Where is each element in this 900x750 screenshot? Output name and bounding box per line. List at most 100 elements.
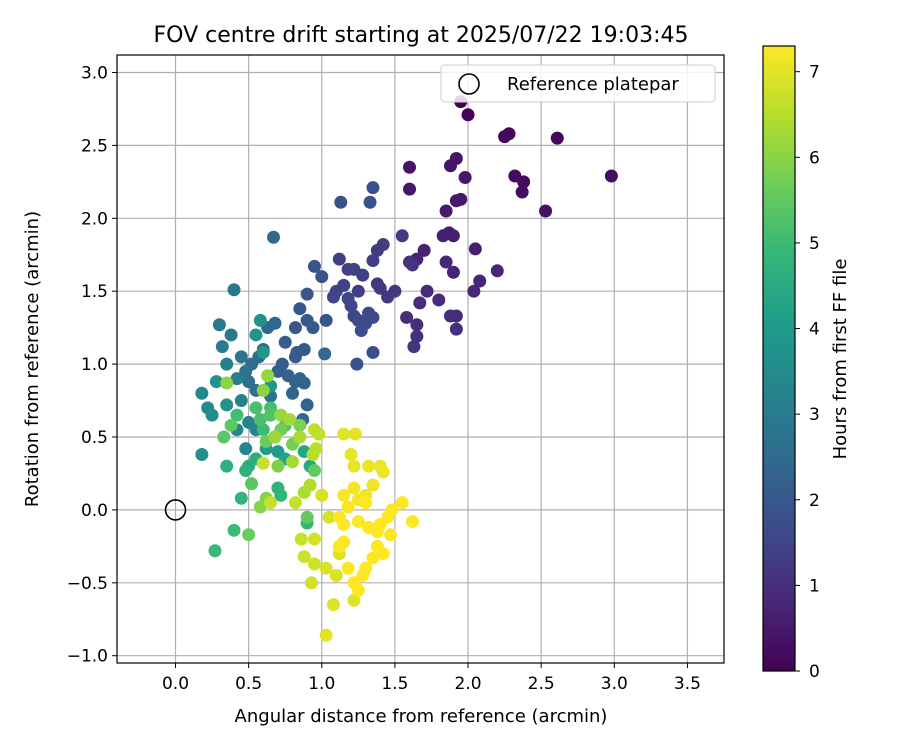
- data-point: [405, 515, 419, 529]
- data-point: [376, 238, 390, 252]
- data-point: [417, 243, 431, 257]
- y-tick-label: 1.5: [81, 282, 108, 302]
- data-point: [432, 293, 446, 307]
- data-point: [449, 322, 463, 336]
- data-point: [234, 491, 248, 505]
- data-point: [217, 430, 231, 444]
- x-tick-label: 0.5: [235, 674, 262, 694]
- data-point: [209, 375, 223, 389]
- data-point: [268, 430, 282, 444]
- data-point: [366, 345, 380, 359]
- data-point: [439, 204, 453, 218]
- data-point: [288, 496, 302, 510]
- x-tick-label: 2.0: [455, 674, 482, 694]
- data-point: [278, 335, 292, 349]
- data-point: [385, 503, 399, 517]
- data-point: [239, 442, 253, 456]
- data-point: [502, 127, 516, 141]
- y-tick-label: 2.5: [81, 136, 108, 156]
- data-point: [370, 539, 384, 553]
- data-point: [256, 383, 270, 397]
- data-point: [220, 459, 234, 473]
- colorbar-tick-label: 5: [809, 234, 820, 254]
- data-point: [288, 321, 302, 335]
- data-point: [224, 418, 238, 432]
- data-point: [256, 456, 270, 470]
- data-point: [227, 523, 241, 537]
- data-point: [436, 229, 450, 243]
- data-point: [376, 465, 390, 479]
- colorbar-tick-label: 3: [809, 405, 820, 425]
- data-point: [467, 284, 481, 298]
- data-point: [286, 386, 300, 400]
- x-tick-label: 1.5: [381, 674, 408, 694]
- data-point: [458, 170, 472, 184]
- data-point: [332, 539, 346, 553]
- legend: Reference platepar: [440, 64, 716, 103]
- data-point: [309, 442, 323, 456]
- x-tick-label: 1.0: [308, 674, 335, 694]
- y-tick-label: 0.5: [81, 428, 108, 448]
- data-point: [267, 230, 281, 244]
- colorbar-label: Hours from first FF file: [830, 259, 851, 460]
- data-point: [264, 408, 278, 422]
- data-point: [359, 496, 373, 510]
- data-point: [347, 593, 361, 607]
- data-point: [220, 398, 234, 412]
- data-point: [239, 464, 253, 478]
- data-point: [215, 340, 229, 354]
- data-point: [293, 302, 307, 316]
- data-point: [271, 459, 285, 473]
- data-point: [253, 500, 267, 514]
- data-point: [347, 481, 361, 495]
- data-point: [515, 185, 529, 199]
- data-point: [351, 515, 365, 529]
- y-tick-label: 3.0: [81, 63, 108, 83]
- data-point: [446, 229, 460, 243]
- data-point: [337, 427, 351, 441]
- data-point: [473, 274, 487, 288]
- data-point: [319, 561, 333, 575]
- data-point: [395, 496, 409, 510]
- data-point: [332, 252, 346, 266]
- x-tick-label: 3.5: [674, 674, 701, 694]
- data-point: [341, 561, 355, 575]
- data-point: [305, 576, 319, 590]
- colorbar-tick-label: 6: [809, 148, 820, 168]
- colorbar-tick-label: 7: [809, 63, 820, 83]
- x-tick-label: 0.0: [162, 674, 189, 694]
- data-point: [517, 175, 531, 189]
- data-point: [344, 299, 358, 313]
- data-point: [227, 283, 241, 297]
- data-point: [449, 152, 463, 166]
- data-point: [256, 345, 270, 359]
- data-point: [205, 408, 219, 422]
- data-point: [253, 313, 267, 327]
- y-tick-label: −1.0: [67, 647, 108, 667]
- data-point: [337, 517, 351, 531]
- colorbar-tick-label: 1: [809, 576, 820, 596]
- data-point: [315, 488, 329, 502]
- data-point: [293, 418, 307, 432]
- data-point: [271, 364, 285, 378]
- data-point: [297, 550, 311, 564]
- x-tick-label: 2.5: [528, 674, 555, 694]
- x-tick-label: 3.0: [601, 674, 628, 694]
- data-point: [307, 423, 321, 437]
- data-point: [468, 242, 482, 256]
- data-point: [490, 264, 504, 278]
- data-point: [319, 628, 333, 642]
- y-tick-label: 2.0: [81, 209, 108, 229]
- data-point: [234, 394, 248, 408]
- data-point: [363, 195, 377, 209]
- data-point: [283, 413, 297, 427]
- plot-area: [116, 54, 725, 664]
- x-axis-label: Angular distance from reference (arcmin): [235, 706, 608, 727]
- data-point: [348, 427, 362, 441]
- data-point: [300, 398, 314, 412]
- data-point: [381, 290, 395, 304]
- legend-marker: [458, 73, 480, 95]
- data-point: [403, 182, 417, 196]
- data-point: [208, 544, 222, 558]
